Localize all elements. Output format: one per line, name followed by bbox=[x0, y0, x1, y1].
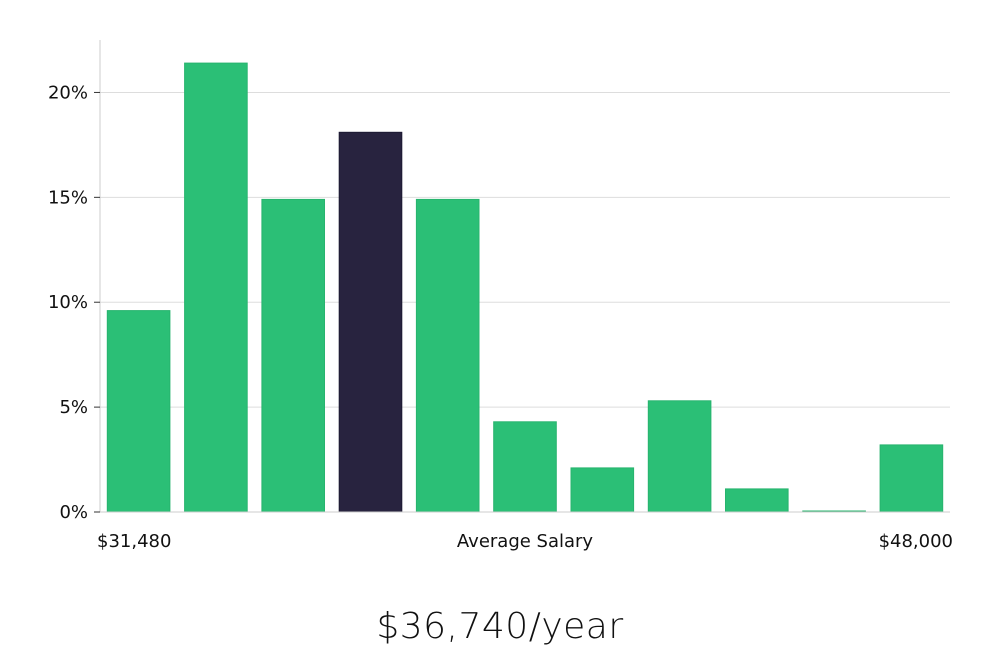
y-tick-label: 10% bbox=[48, 292, 88, 313]
x-end-label: $48,000 bbox=[879, 531, 953, 552]
x-axis-title: Average Salary bbox=[457, 531, 594, 552]
bar bbox=[493, 421, 557, 513]
bar bbox=[879, 444, 944, 513]
average-salary-value: $36,740/year bbox=[376, 606, 624, 647]
bar bbox=[725, 488, 789, 513]
y-tick-label: 15% bbox=[48, 187, 88, 208]
bar bbox=[184, 62, 248, 513]
y-tick-label: 20% bbox=[48, 82, 88, 103]
bar bbox=[106, 310, 171, 513]
bar bbox=[647, 400, 712, 513]
y-tick-label: 5% bbox=[59, 397, 88, 418]
bar bbox=[570, 467, 635, 513]
y-tick-label: 0% bbox=[59, 502, 88, 523]
chart-svg: 0% 5% 10% 15% 20% $31,480 Average Salary $48,00… bbox=[48, 40, 953, 552]
bar-highlighted bbox=[338, 131, 403, 513]
bar bbox=[261, 198, 325, 513]
bar bbox=[415, 198, 480, 513]
salary-distribution-chart: 0% 5% 10% 15% 20% $31,480 Average Salary $48,00… bbox=[48, 40, 953, 552]
x-start-label: $31,480 bbox=[97, 531, 171, 552]
